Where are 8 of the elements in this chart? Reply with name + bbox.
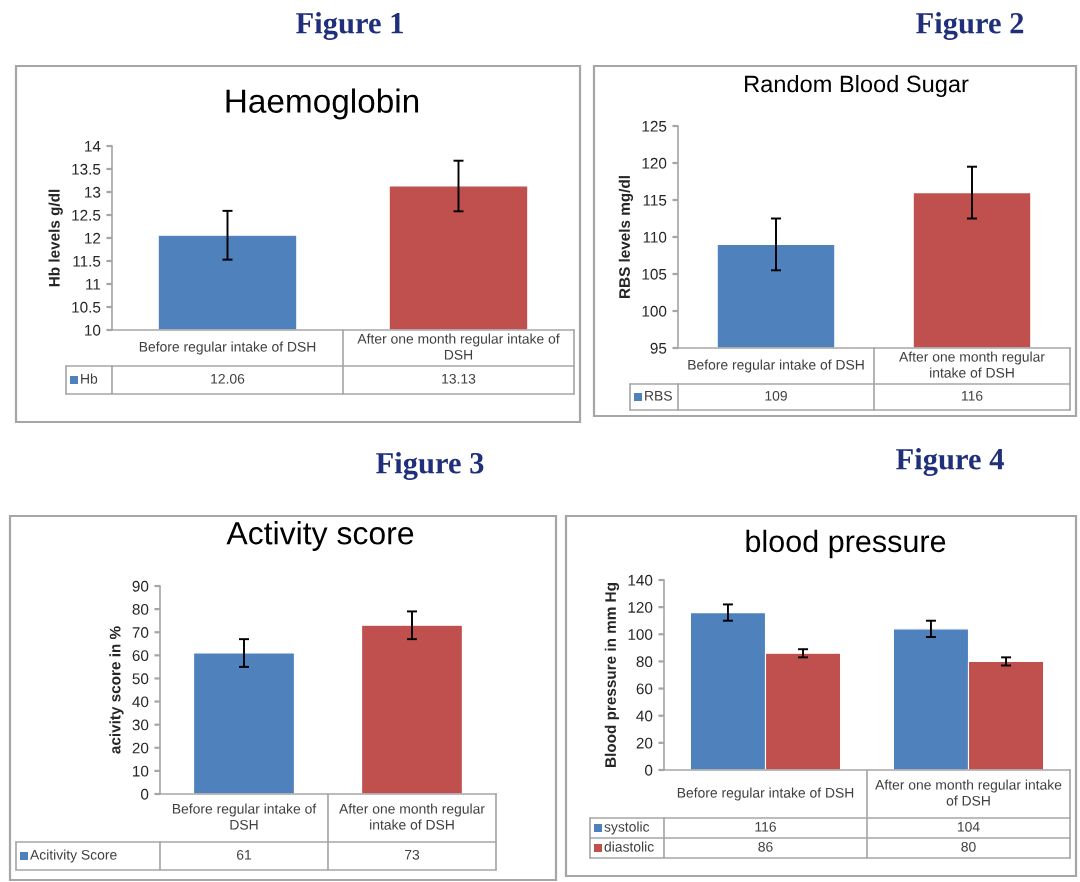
caption: Figure 2 <box>916 12 1024 40</box>
chart-title: Random Blood Sugar <box>745 75 969 97</box>
caption: Figure 1 <box>296 12 403 40</box>
caption: Figure 4 <box>896 448 1004 476</box>
chart-title: Haemoglobin <box>226 88 419 120</box>
caption: Figure 3 <box>376 452 484 480</box>
chart-title: Activity score <box>226 521 414 551</box>
chart-title: blood pressure <box>746 529 946 559</box>
